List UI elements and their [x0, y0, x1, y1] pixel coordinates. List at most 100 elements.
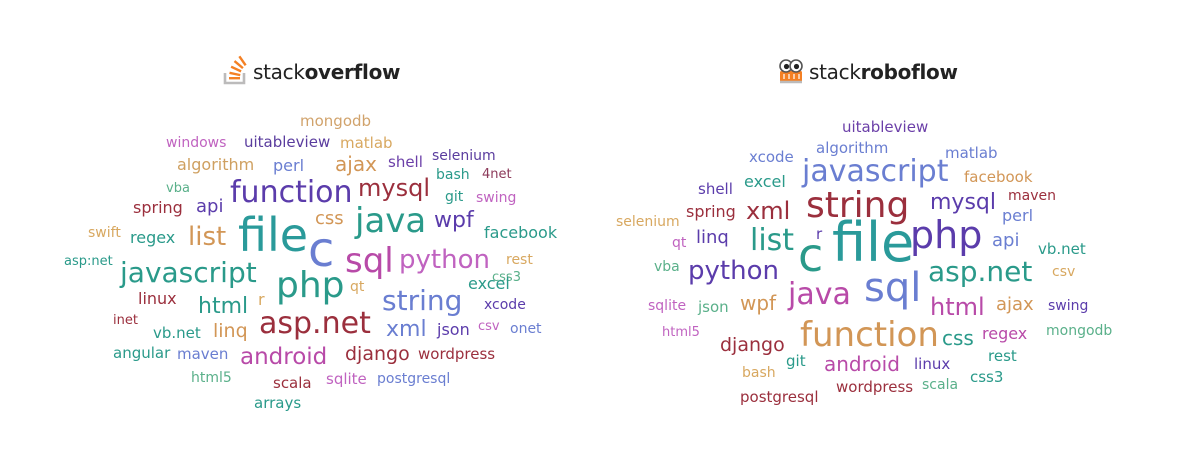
- tag-word: string: [806, 185, 910, 226]
- tag-word: perl: [1002, 206, 1034, 225]
- stackoverflow-panel: stackoverflow mongodb windows uitablevie…: [64, 55, 557, 412]
- tag-word: onet: [510, 321, 542, 337]
- tag-word: postgresql: [377, 371, 451, 387]
- tag-word: csv: [1052, 264, 1076, 280]
- tag-word: arrays: [254, 394, 302, 412]
- tag-word: swing: [1048, 298, 1089, 314]
- tag-word: qt: [672, 235, 687, 251]
- stackroboflow-panel: stackroboflow uitableview algorithm xcod…: [600, 0, 1200, 468]
- tag-word: regex: [982, 324, 1028, 343]
- tag-word: algorithm: [177, 155, 255, 174]
- tag-word: spring: [686, 202, 736, 221]
- stackoverflow-logo: stackoverflow: [222, 55, 401, 89]
- tag-word: asp.net: [928, 255, 1033, 288]
- tag-word: api: [992, 230, 1020, 251]
- tag-word: sql: [864, 265, 922, 311]
- tag-word: wordpress: [836, 378, 914, 396]
- tag-word: json: [698, 298, 729, 316]
- tag-word: python: [688, 256, 779, 286]
- tag-word: xml: [746, 197, 791, 225]
- tag-word: xcode: [484, 297, 526, 313]
- tag-word: html: [930, 293, 985, 321]
- tag-word: swing: [476, 190, 517, 206]
- logo-text-plain: stack: [253, 60, 305, 84]
- tag-word: java: [788, 277, 851, 312]
- tag-word: sqlite: [648, 298, 687, 314]
- tag-word: selenium: [616, 214, 680, 230]
- tag-word: c: [798, 228, 824, 282]
- tag-word: scala: [273, 374, 312, 392]
- tag-word: list: [188, 222, 227, 252]
- tag-cloud-stackroboflow: uitableview algorithm xcode matlab javas…: [600, 0, 1200, 468]
- tag-word: javascript: [802, 154, 949, 189]
- tag-word: windows: [166, 135, 227, 151]
- tag-word: bash: [436, 167, 470, 183]
- tag-word: xml: [386, 317, 427, 342]
- tag-word: facebook: [964, 168, 1033, 186]
- tag-word: git: [445, 189, 464, 205]
- tag-word: swift: [88, 225, 121, 241]
- tag-cloud-stackoverflow: mongodb windows uitableview matlab algor…: [64, 112, 557, 412]
- tag-word: qt: [350, 279, 365, 295]
- stackroboflow-logo-icon: [776, 55, 806, 89]
- tag-word: scala: [922, 377, 959, 393]
- tag-word: mysql: [358, 174, 430, 202]
- tag-word: xcode: [749, 148, 794, 166]
- stackoverflow-logo-icon: [222, 55, 250, 89]
- tag-word: css: [315, 208, 344, 229]
- tag-word: wpf: [434, 208, 474, 233]
- tag-word: uitableview: [842, 118, 929, 136]
- tag-word: php: [276, 265, 345, 306]
- tag-word: vba: [654, 259, 680, 275]
- logo-text-bold: roboflow: [860, 60, 958, 84]
- tag-word: django: [345, 343, 410, 365]
- tag-word: 4net: [482, 167, 512, 182]
- tag-word: linq: [213, 320, 248, 342]
- tag-word: sql: [345, 241, 394, 281]
- tag-word: spring: [133, 198, 183, 217]
- tag-word: string: [382, 284, 463, 317]
- tag-word: mongodb: [1046, 323, 1113, 339]
- logo-text-bold: overflow: [304, 60, 401, 84]
- tag-word: java: [355, 201, 427, 241]
- tag-word: android: [240, 344, 328, 370]
- tag-word: excel: [744, 172, 786, 191]
- tag-word: asp:net: [64, 254, 113, 269]
- tag-word: asp.net: [259, 306, 371, 341]
- tag-word: shell: [388, 153, 423, 171]
- tag-word: angular: [113, 344, 171, 362]
- tag-word: vb.net: [1038, 240, 1086, 258]
- tag-word: matlab: [945, 144, 998, 162]
- tag-word: postgresql: [740, 388, 819, 406]
- tag-word: json: [437, 320, 470, 339]
- tag-word: maven: [1008, 188, 1056, 204]
- tag-word: html5: [662, 325, 700, 340]
- tag-word: mysql: [930, 190, 996, 215]
- tag-word: html5: [191, 370, 232, 386]
- tag-word: csv: [478, 319, 500, 334]
- tag-word: algorithm: [816, 139, 889, 157]
- tag-word: perl: [273, 156, 305, 175]
- tag-word: inet: [113, 313, 138, 328]
- logo-text-plain: stack: [809, 60, 861, 84]
- tag-word: rest: [506, 252, 533, 268]
- tag-word: file: [832, 211, 915, 274]
- tag-word: linq: [696, 227, 729, 248]
- tag-word: vb.net: [153, 324, 201, 342]
- tag-word: python: [399, 245, 490, 275]
- tag-word: mongodb: [300, 112, 372, 130]
- tag-word: vba: [166, 181, 190, 196]
- tag-word: uitableview: [244, 133, 331, 151]
- tag-word: r: [258, 290, 265, 309]
- tag-word: html: [198, 294, 249, 319]
- tag-word: sqlite: [326, 370, 367, 388]
- tag-word: function: [800, 315, 939, 355]
- tag-word: bash: [742, 365, 776, 381]
- tag-word: ajax: [335, 152, 377, 176]
- tag-word: api: [196, 196, 224, 217]
- tag-word: git: [786, 352, 806, 370]
- tag-word: linux: [138, 289, 177, 308]
- tag-word: android: [824, 352, 900, 376]
- tag-word: shell: [698, 180, 733, 198]
- tag-word: css3: [492, 270, 521, 285]
